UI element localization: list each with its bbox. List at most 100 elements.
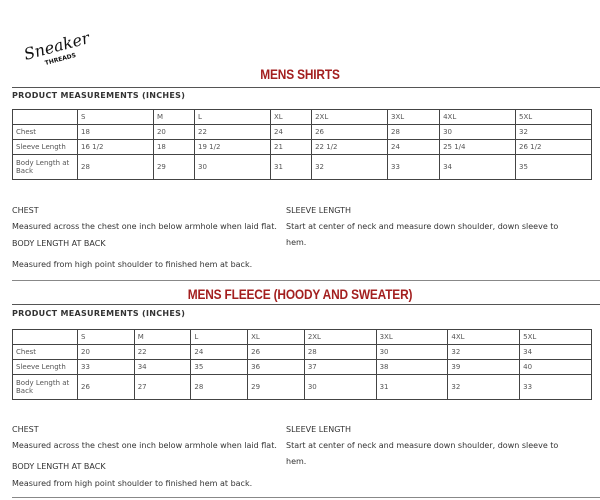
table-row: Chest 18 20 22 24 26 28 30 32 bbox=[12, 124, 592, 140]
value-cell: 21 bbox=[269, 139, 313, 155]
value-cell: 33 bbox=[77, 359, 135, 375]
table-row: Body Length at Back 26 27 28 29 30 31 32 33 bbox=[12, 374, 592, 400]
sleeve-text: Start at center of neck and measure down… bbox=[286, 441, 559, 466]
value-cell: 22 1/2 bbox=[311, 139, 389, 155]
sleeve-heading: SLEEVE LENGTH bbox=[286, 206, 352, 215]
value-cell: 28 bbox=[303, 344, 377, 360]
sleeve-heading: SLEEVE LENGTH bbox=[286, 425, 352, 434]
chest-heading: CHEST bbox=[12, 206, 39, 215]
header-cell: 3XL bbox=[375, 329, 449, 345]
sneaker-threads-logo: Sneaker THREADS bbox=[22, 32, 90, 67]
row-label: Sleeve Length bbox=[12, 139, 78, 155]
value-cell: 30 bbox=[375, 344, 449, 360]
section-title: MENS SHIRTS bbox=[260, 66, 340, 82]
value-cell: 30 bbox=[194, 154, 271, 180]
header-cell: XL bbox=[247, 329, 305, 345]
row-label: Body Length at Back bbox=[12, 374, 78, 400]
size-table: S M L XL 2XL 3XL 4XL 5XL Chest 18 20 22 24 26 28 30 32 Sl… bbox=[12, 109, 592, 180]
table-row: Sleeve Length 33 34 35 36 37 38 39 40 bbox=[12, 359, 592, 375]
header-cell: S bbox=[77, 329, 135, 345]
measurements-heading: PRODUCT MEASUREMENTS (INCHES) bbox=[12, 309, 186, 318]
value-cell: 26 bbox=[77, 374, 135, 400]
header-cell: 4XL bbox=[447, 329, 521, 345]
header-cell: M bbox=[133, 329, 192, 345]
value-cell: 24 bbox=[269, 124, 313, 140]
header-cell: 5XL bbox=[515, 109, 592, 125]
value-cell: 18 bbox=[77, 124, 154, 140]
value-cell: 32 bbox=[515, 124, 592, 140]
header-cell: L bbox=[194, 109, 271, 125]
header-cell: 2XL bbox=[311, 109, 389, 125]
table-header-row: S M L XL 2XL 3XL 4XL 5XL bbox=[12, 329, 592, 345]
header-cell: S bbox=[77, 109, 154, 125]
value-cell: 40 bbox=[519, 359, 592, 375]
value-cell: 24 bbox=[387, 139, 441, 155]
row-label: Sleeve Length bbox=[12, 359, 78, 375]
size-table: S M L XL 2XL 3XL 4XL 5XL Chest 20 22 24 26 28 30 32 34 Sl… bbox=[12, 329, 592, 400]
measurements-heading: PRODUCT MEASUREMENTS (INCHES) bbox=[12, 91, 186, 100]
section-title: MENS FLEECE (HOODY AND SWEATER) bbox=[187, 286, 413, 302]
header-cell: M bbox=[152, 109, 196, 125]
value-cell: 34 bbox=[519, 344, 592, 360]
value-cell: 32 bbox=[447, 344, 521, 360]
value-cell: 30 bbox=[439, 124, 517, 140]
sleeve-text: Start at center of neck and measure down… bbox=[286, 222, 559, 247]
divider bbox=[12, 280, 600, 281]
value-cell: 28 bbox=[190, 374, 249, 400]
chest-text: Measured across the chest one inch below… bbox=[12, 441, 277, 450]
value-cell: 33 bbox=[387, 154, 441, 180]
value-cell: 34 bbox=[439, 154, 517, 180]
value-cell: 26 1/2 bbox=[515, 139, 592, 155]
value-cell: 32 bbox=[311, 154, 389, 180]
row-label: Chest bbox=[12, 344, 78, 360]
value-cell: 32 bbox=[447, 374, 521, 400]
value-cell: 35 bbox=[190, 359, 249, 375]
row-label: Body Length at Back bbox=[12, 154, 78, 180]
value-cell: 18 bbox=[152, 139, 196, 155]
divider bbox=[12, 87, 600, 88]
value-cell: 26 bbox=[247, 344, 305, 360]
value-cell: 28 bbox=[77, 154, 154, 180]
value-cell: 27 bbox=[133, 374, 192, 400]
value-cell: 30 bbox=[303, 374, 377, 400]
header-cell: 3XL bbox=[387, 109, 441, 125]
value-cell: 34 bbox=[133, 359, 192, 375]
divider bbox=[12, 304, 600, 305]
table-row: Sleeve Length 16 1/2 18 19 1/2 21 22 1/2 24 25 … bbox=[12, 139, 592, 155]
value-cell: 36 bbox=[247, 359, 305, 375]
header-cell: L bbox=[190, 329, 249, 345]
value-cell: 35 bbox=[515, 154, 592, 180]
value-cell: 20 bbox=[77, 344, 135, 360]
value-cell: 28 bbox=[387, 124, 441, 140]
row-label: Chest bbox=[12, 124, 78, 140]
header-cell: 4XL bbox=[439, 109, 517, 125]
divider bbox=[12, 497, 600, 498]
value-cell: 29 bbox=[247, 374, 305, 400]
value-cell: 31 bbox=[375, 374, 449, 400]
value-cell: 38 bbox=[375, 359, 449, 375]
chest-text: Measured across the chest one inch below… bbox=[12, 222, 277, 231]
header-cell: 2XL bbox=[303, 329, 377, 345]
value-cell: 19 1/2 bbox=[194, 139, 271, 155]
value-cell: 26 bbox=[311, 124, 389, 140]
body-length-text: Measured from high point shoulder to fin… bbox=[12, 260, 253, 269]
value-cell: 25 1/4 bbox=[439, 139, 517, 155]
table-row: Chest 20 22 24 26 28 30 32 34 bbox=[12, 344, 592, 360]
chest-heading: CHEST bbox=[12, 425, 39, 434]
header-cell bbox=[12, 329, 78, 345]
value-cell: 37 bbox=[303, 359, 377, 375]
value-cell: 22 bbox=[194, 124, 271, 140]
header-cell: 5XL bbox=[519, 329, 592, 345]
value-cell: 22 bbox=[133, 344, 192, 360]
value-cell: 16 1/2 bbox=[77, 139, 154, 155]
header-cell bbox=[12, 109, 78, 125]
body-length-text: Measured from high point shoulder to fin… bbox=[12, 479, 253, 488]
value-cell: 20 bbox=[152, 124, 196, 140]
table-header-row: S M L XL 2XL 3XL 4XL 5XL bbox=[12, 109, 592, 125]
body-length-heading: BODY LENGTH AT BACK bbox=[12, 239, 106, 248]
value-cell: 39 bbox=[447, 359, 521, 375]
header-cell: XL bbox=[269, 109, 313, 125]
value-cell: 31 bbox=[269, 154, 313, 180]
value-cell: 29 bbox=[152, 154, 196, 180]
table-row: Body Length at Back 28 29 30 31 32 33 34 35 bbox=[12, 154, 592, 180]
